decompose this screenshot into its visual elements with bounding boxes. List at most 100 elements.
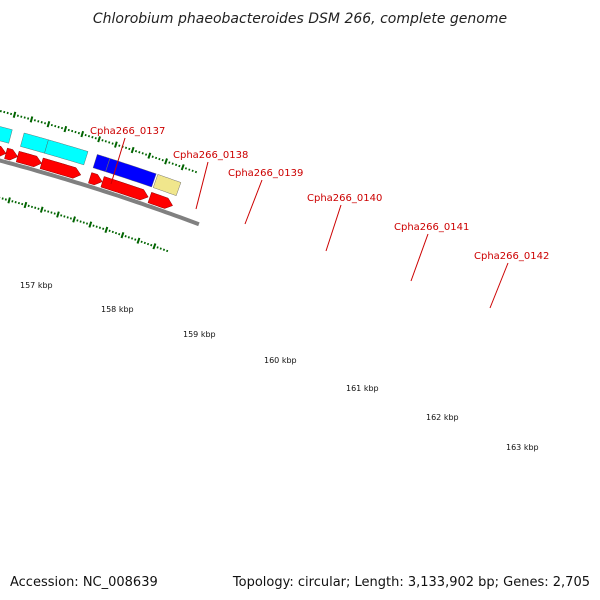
inner-tick-4: [7, 197, 11, 204]
inner-tick-8: [21, 202, 24, 206]
inner-tick-23: [69, 217, 72, 220]
inner-tick-3: [4, 198, 7, 201]
inner-tick-52: [162, 248, 166, 251]
outer-tick-6: [16, 114, 19, 117]
outer-gene-5: [92, 154, 110, 172]
inner-tick-34: [104, 226, 109, 234]
outer-tick-59: [194, 170, 198, 174]
outer-tick-19: [60, 126, 64, 130]
gene-label-cpha266-0137[interactable]: Cpha266_0137: [90, 126, 165, 137]
outer-tick-51: [168, 161, 171, 164]
inner-tick-27: [82, 221, 85, 224]
genome-title: Chlorobium phaeobacteroides DSM 266, com…: [93, 11, 507, 27]
outer-tick-1: [0, 110, 2, 113]
outer-tick-52: [171, 162, 174, 165]
inner-tick-38: [118, 232, 121, 236]
inner-tick-2: [1, 197, 4, 200]
gene-label-lines: [110, 137, 509, 309]
inner-tick-39: [120, 231, 125, 239]
outer-tick-28: [91, 135, 94, 139]
inner-tick-51: [159, 247, 162, 250]
inner-tick-16: [47, 210, 50, 213]
outer-tick-7: [20, 115, 23, 118]
kbp-label-158: 158 kbp: [101, 305, 134, 314]
outer-tick-18: [57, 125, 60, 129]
inner-tick-46: [143, 241, 146, 245]
outer-tick-8: [23, 116, 26, 119]
inner-tick-21: [63, 215, 66, 218]
label-line-6: [489, 262, 509, 309]
inner-tick-48: [150, 243, 153, 247]
outer-tick-26: [84, 133, 87, 137]
outer-tick-22: [71, 129, 74, 133]
outer-tick-30: [97, 136, 101, 143]
label-line-2: [195, 161, 209, 210]
kbp-label-161: 161 kbp: [346, 384, 379, 393]
inner-tick-35: [108, 229, 111, 233]
outer-tick-48: [158, 157, 161, 161]
red-gene-2: [0, 145, 7, 157]
inner-tick-12: [34, 206, 37, 209]
gene-label-cpha266-0141[interactable]: Cpha266_0141: [394, 222, 469, 233]
inner-tick-11: [30, 205, 33, 209]
outer-tick-25: [80, 130, 85, 138]
backbone-ring: [0, 158, 200, 227]
outer-tick-58: [191, 169, 194, 172]
outer-tick-36: [118, 144, 121, 147]
kbp-label-159: 159 kbp: [183, 330, 216, 339]
gene-label-cpha266-0140[interactable]: Cpha266_0140: [307, 193, 382, 204]
label-line-3: [244, 179, 263, 225]
outer-gene-3: [20, 132, 49, 154]
outer-tick-24: [77, 131, 80, 135]
inner-tick-24: [72, 216, 76, 223]
red-gene-8: [147, 191, 173, 209]
outer-gene-6: [105, 158, 157, 188]
inner-tick-49: [152, 243, 157, 250]
inner-tick-31: [95, 225, 98, 228]
red-gene-4: [15, 150, 42, 168]
inner-tick-7: [17, 201, 20, 205]
outer-tick-46: [151, 155, 154, 158]
label-line-5: [410, 233, 429, 282]
inner-tick-18: [53, 212, 56, 215]
outer-tick-44: [144, 153, 148, 156]
gene-label-cpha266-0142[interactable]: Cpha266_0142: [474, 251, 549, 262]
inner-tick-6: [14, 201, 17, 204]
kbp-label-162: 162 kbp: [426, 413, 459, 422]
outer-gene-2: [0, 126, 13, 144]
outer-tick-4: [10, 112, 13, 116]
outer-tick-54: [178, 164, 181, 168]
inner-tick-25: [76, 219, 79, 222]
inner-tick-30: [92, 224, 95, 227]
inner-tick-9: [23, 201, 28, 209]
backbone-line: [0, 158, 200, 227]
outer-tick-16: [50, 123, 53, 127]
inner-tick-14: [39, 206, 44, 213]
outer-tick-45: [147, 152, 152, 159]
outer-tick-31: [101, 139, 104, 142]
outer-tick-41: [134, 149, 138, 153]
inner-tick-42: [130, 237, 134, 240]
inner-tick-20: [60, 214, 63, 217]
outer-tick-57: [188, 168, 191, 171]
outer-tick-35: [114, 141, 118, 148]
kbp-label-157: 157 kbp: [20, 281, 53, 290]
gene-labels: Cpha266_0137 Cpha266_0138 Cpha266_0139 C…: [90, 126, 549, 262]
outer-tick-15: [46, 121, 51, 128]
inner-tick-15: [43, 209, 46, 212]
gene-label-cpha266-0139[interactable]: Cpha266_0139: [228, 168, 303, 179]
kbp-labels: 157 kbp 158 kbp 159 kbp 160 kbp 161 kbp …: [20, 281, 539, 452]
inner-tick-36: [111, 230, 114, 234]
inner-tick-41: [127, 236, 130, 239]
genome-summary-text: Topology: circular; Length: 3,133,902 bp…: [232, 575, 590, 590]
inner-tick-50: [156, 246, 159, 249]
outer-gene-4: [44, 139, 89, 166]
inner-tick-45: [140, 240, 143, 243]
red-gene-6: [88, 172, 103, 186]
label-line-1: [110, 137, 126, 185]
outer-tick-29: [94, 137, 97, 140]
outer-tick-14: [44, 122, 47, 125]
outer-tick-3: [6, 111, 9, 115]
gene-label-cpha266-0138[interactable]: Cpha266_0138: [173, 150, 248, 161]
